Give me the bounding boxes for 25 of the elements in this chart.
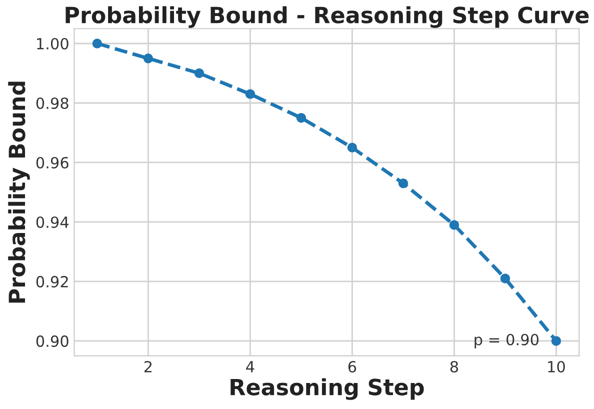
y-tick-label: 1.00 xyxy=(37,38,68,50)
y-tick-label: 0.90 xyxy=(36,335,68,347)
point xyxy=(551,336,562,346)
annotation: p = 0.90 xyxy=(474,334,539,348)
y-axis-title: Probability Bound xyxy=(8,82,30,303)
point xyxy=(398,178,408,188)
point xyxy=(143,54,154,64)
point xyxy=(245,89,256,99)
point xyxy=(92,38,102,48)
y-tick-label: 0.98 xyxy=(36,97,68,110)
x-tick-label: 4 xyxy=(246,361,254,372)
x-tick-label: 6 xyxy=(348,360,356,373)
x-tick-label: 10 xyxy=(548,360,565,373)
point xyxy=(500,274,510,284)
point xyxy=(194,68,204,78)
x-tick-label: 8 xyxy=(450,360,458,373)
point xyxy=(347,142,358,152)
point xyxy=(449,220,460,230)
x-tick-label: 2 xyxy=(144,360,152,372)
y-tick-label: 0.96 xyxy=(36,156,68,169)
chart-title: Probability Bound - Reasoning Step Curve xyxy=(66,6,589,28)
y-tick-label: 0.94 xyxy=(36,216,69,228)
y-tick-label: 0.92 xyxy=(36,276,68,288)
point xyxy=(296,113,306,123)
x-axis-title: Reasoning Step xyxy=(230,378,424,400)
